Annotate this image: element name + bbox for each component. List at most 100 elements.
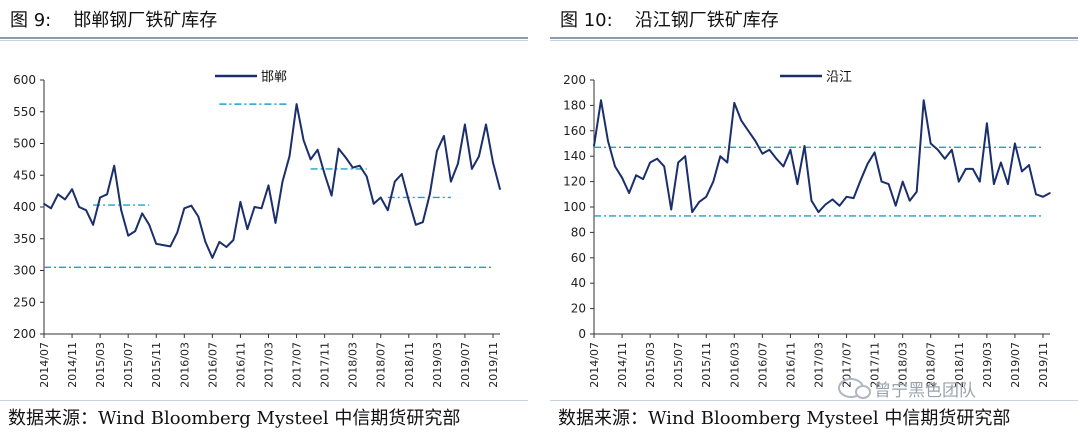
x-tick-label: 2018/03: [347, 342, 360, 388]
x-tick-label: 2016/07: [206, 342, 219, 388]
y-tick-label: 60: [571, 251, 586, 265]
data-point: [211, 257, 214, 259]
data-point: [337, 147, 340, 150]
y-tick-label: 200: [563, 73, 586, 87]
x-tick-label: 2014/07: [588, 342, 601, 388]
y-tick-label: 160: [563, 124, 586, 138]
x-tick-label: 2019/07: [1009, 342, 1022, 388]
figure-10-number: 图 10:: [560, 10, 613, 31]
data-point: [225, 246, 228, 248]
x-tick-label: 2014/11: [616, 342, 629, 388]
y-tick-label: 600: [13, 73, 36, 87]
x-tick-label: 2014/11: [66, 342, 79, 388]
figure-10-panel: 图 10: 沿江钢厂铁矿库存 0 20 40 60 80 100 120 140 160 180 20…: [550, 0, 1080, 442]
figure-9-panel: 图 9: 邯郸钢厂铁矿库存 200 250 300 350 400 450 500 550 600…: [0, 0, 530, 442]
data-point: [768, 149, 771, 151]
data-point: [204, 241, 207, 243]
data-point: [127, 234, 129, 237]
figure-9-source: 数据来源：Wind Bloomberg Mysteel 中信期货研究部: [8, 408, 461, 429]
data-point: [607, 140, 609, 142]
data-point: [796, 183, 799, 185]
data-point: [253, 206, 256, 208]
data-point: [845, 196, 848, 198]
data-point: [670, 208, 672, 211]
data-point: [621, 176, 623, 179]
source-divider: [0, 400, 528, 401]
y-tick-label: 140: [563, 149, 586, 163]
title-divider-thin: [550, 40, 1078, 41]
data-point: [162, 244, 165, 246]
data-point: [78, 206, 80, 208]
data-point: [190, 204, 193, 207]
x-tick-label: 2017/07: [291, 342, 304, 388]
data-point: [950, 149, 953, 151]
x-tick-label: 2019/11: [487, 342, 500, 388]
data-point: [691, 211, 694, 213]
data-point: [726, 161, 729, 164]
data-point: [443, 135, 445, 137]
data-point: [1000, 161, 1002, 164]
data-point: [267, 184, 270, 187]
data-point: [894, 204, 897, 207]
x-tick-label: 2016/07: [756, 342, 769, 388]
x-tick-label: 2018/07: [375, 342, 388, 388]
x-tick-label: 2015/07: [672, 342, 685, 388]
x-tick-label: 2015/03: [94, 342, 107, 388]
data-point: [789, 149, 792, 151]
data-point: [415, 223, 417, 226]
title-divider: [550, 37, 1078, 39]
data-point: [351, 166, 354, 169]
data-point: [642, 178, 644, 180]
data-point: [649, 161, 651, 164]
data-point: [197, 215, 200, 218]
data-point: [281, 180, 284, 183]
data-point: [400, 173, 403, 175]
watermark: 曾宁黑色团队: [838, 376, 1048, 402]
data-point: [330, 194, 333, 197]
y-tick-label: 180: [563, 98, 586, 112]
data-point: [408, 199, 410, 202]
data-point: [1049, 192, 1051, 194]
data-point: [993, 183, 995, 185]
data-point: [986, 122, 988, 124]
watermark-text: 曾宁黑色团队: [874, 381, 976, 401]
data-point: [747, 130, 750, 132]
legend-label: 邯郸: [261, 70, 287, 85]
data-point: [274, 222, 277, 224]
data-point: [1042, 196, 1044, 198]
x-tick-label: 2017/11: [319, 342, 332, 388]
x-tick-label: 2018/11: [403, 342, 416, 388]
figure-10-source: 数据来源：Wind Bloomberg Mysteel 中信期货研究部: [558, 408, 1011, 429]
data-point: [386, 209, 389, 211]
data-point: [429, 193, 431, 196]
y-tick-label: 500: [13, 137, 36, 151]
data-point: [712, 180, 715, 183]
x-tick-label: 2018/11: [953, 342, 966, 388]
data-point: [1007, 183, 1009, 185]
source-divider: [550, 400, 1078, 401]
data-point: [754, 140, 757, 142]
data-point: [85, 209, 87, 211]
data-point: [1035, 193, 1037, 196]
data-point: [838, 204, 841, 207]
data-point: [1021, 170, 1023, 173]
x-tick-label: 2015/11: [150, 342, 163, 388]
data-point: [866, 163, 869, 165]
data-point: [705, 196, 708, 198]
x-tick-label: 2017/07: [841, 342, 854, 388]
data-point: [831, 198, 834, 201]
y-tick-label: 120: [563, 175, 586, 189]
data-point: [929, 142, 932, 145]
data-point: [183, 207, 186, 210]
data-point: [1028, 164, 1030, 166]
figure-10-title: 图 10: 沿江钢厂铁矿库存: [560, 6, 779, 32]
chart-handan-inventory: 200 250 300 350 400 450 500 550 600 2014/07 2014/1…: [13, 70, 501, 388]
x-tick-label: 2017/03: [812, 342, 825, 388]
title-divider: [0, 37, 528, 39]
data-point: [901, 180, 904, 183]
data-point: [365, 175, 368, 178]
y-tick-label: 400: [13, 200, 36, 214]
data-point: [169, 245, 172, 248]
data-point: [92, 223, 94, 226]
y-tick-label: 300: [13, 264, 36, 278]
